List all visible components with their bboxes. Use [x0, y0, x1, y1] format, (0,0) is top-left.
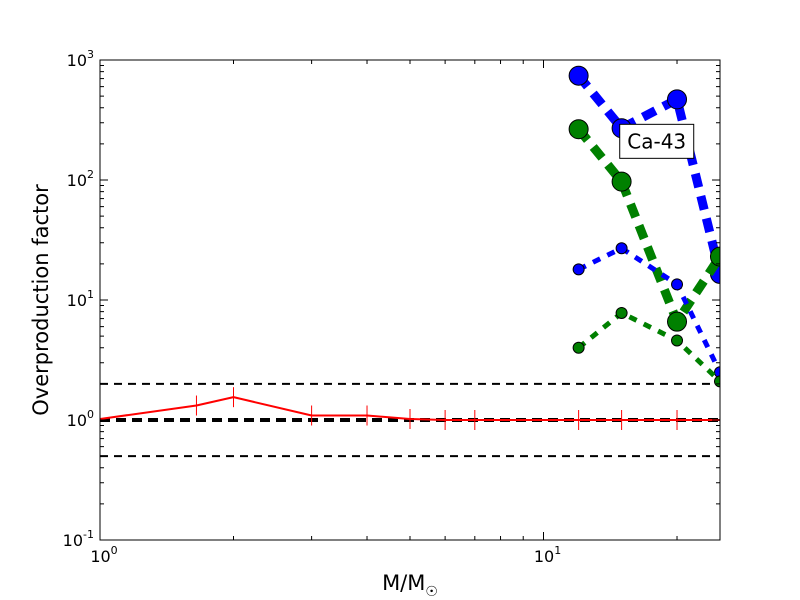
series-4-point-1 [615, 306, 628, 319]
annotation: Ca-43 [619, 123, 695, 159]
series-1-line [575, 72, 720, 275]
series-4-point-0 [572, 341, 585, 354]
series-4-point-2 [671, 334, 684, 347]
series-3-point-1 [615, 242, 628, 255]
y-tick-label-4: 103 [67, 48, 94, 70]
series-2-point-0 [568, 119, 589, 140]
series-2-point-3 [710, 246, 720, 267]
annotation-box [619, 123, 695, 159]
series-1-point-2 [667, 89, 688, 110]
series-group [100, 65, 720, 430]
y-tick-label-1: 100 [67, 408, 94, 430]
x-tick-label-0: 100 [90, 544, 117, 566]
y-tick-label-3: 102 [67, 168, 94, 190]
x-tick-label-1: 101 [534, 544, 561, 566]
series-3-point-0 [572, 263, 585, 276]
series-1-point-0 [568, 65, 589, 86]
series-4-line [577, 310, 720, 384]
y-axis-label: Overproduction factor [29, 184, 53, 416]
series-2-line [575, 126, 720, 327]
series-3-line [577, 245, 720, 374]
series-3-point-2 [671, 278, 684, 291]
series-2-point-2 [667, 311, 688, 332]
series-3-point-3 [714, 366, 720, 379]
annotation-label: Ca-43 [627, 129, 686, 153]
series-2-point-1 [611, 171, 632, 192]
y-tick-label-2: 101 [67, 288, 94, 310]
y-tick-label-0: 10-1 [63, 528, 94, 550]
series-0-line [100, 396, 720, 421]
x-axis-label: M/M☉ [382, 571, 438, 600]
